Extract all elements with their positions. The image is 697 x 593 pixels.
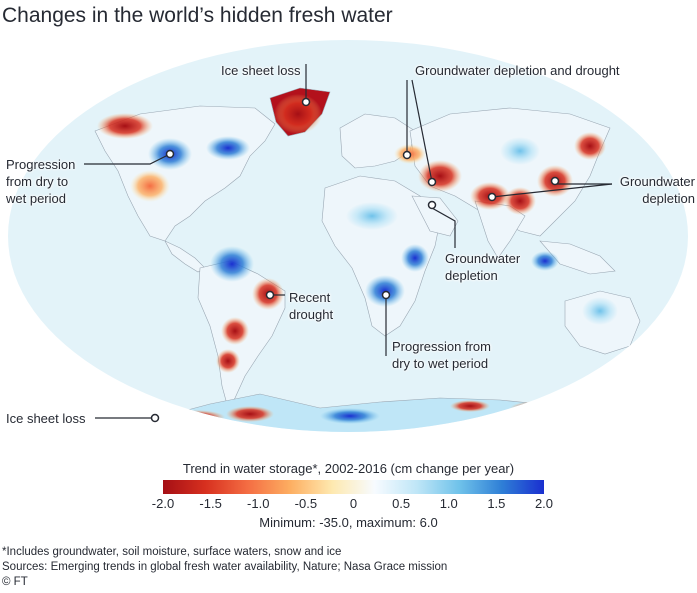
- legend-tick-label: 2.0: [534, 496, 554, 511]
- legend-tick-label: 1.0: [439, 496, 458, 511]
- progression-africa-line-1: Progression from: [392, 339, 491, 354]
- footnote-sources: Sources: Emerging trends in global fresh…: [2, 561, 448, 573]
- legend-tick-label: -1.0: [247, 496, 270, 511]
- progression-africa-line-2: dry to wet period: [392, 356, 489, 371]
- progression-na-line-3: wet period: [6, 191, 66, 206]
- progression-na-line-2: from dry to: [6, 174, 69, 189]
- recent-drought-label: Recent drought: [289, 289, 333, 323]
- legend-tick-label: 0.5: [392, 496, 411, 511]
- groundwater-depletion-right-label: Groundwater depletion: [614, 173, 695, 207]
- ice-sheet-loss-label-bottom: Ice sheet loss: [6, 411, 86, 426]
- ice-sheet-loss-label-top: Ice sheet loss: [221, 63, 301, 78]
- recent-drought-line-1: Recent: [289, 290, 331, 305]
- chart-title: Changes in the world’s hidden fresh wate…: [2, 4, 393, 27]
- footnote-credit: © FT: [2, 576, 28, 588]
- groundwater-depletion-mid-line-2: depletion: [445, 268, 498, 283]
- southeast-asia: [539, 240, 616, 275]
- groundwater-depletion-drought-label: Groundwater depletion and drought: [415, 63, 620, 78]
- legend-tick-label: 1.5: [487, 496, 506, 511]
- groundwater-depletion-mid-label: Groundwater depletion: [445, 250, 520, 284]
- legend-tick-label: -1.5: [199, 496, 222, 511]
- legend-minmax: Minimum: -35.0, maximum: 6.0: [259, 515, 438, 530]
- annotation-points: [150, 97, 560, 423]
- legend-tick-label: -2.0: [151, 496, 175, 511]
- world-map: [0, 36, 697, 436]
- legend-tick-label: -0.5: [294, 496, 318, 511]
- progression-na-line-1: Progression: [6, 157, 76, 172]
- groundwater-depletion-mid-line-1: Groundwater: [445, 251, 521, 266]
- progression-na-label: Progression from dry to wet period: [6, 156, 75, 207]
- recent-drought-line-2: drought: [289, 307, 334, 322]
- arabian-peninsula: [411, 195, 459, 237]
- asia: [409, 107, 611, 237]
- progression-africa-label: Progression from dry to wet period: [392, 338, 491, 372]
- annotation-leaders: [84, 64, 613, 419]
- groundwater-depletion-right-line-2: depletion: [642, 191, 695, 206]
- legend-title: Trend in water storage*, 2002-2016 (cm c…: [182, 461, 515, 476]
- footnote-note: *Includes groundwater, soil moisture, su…: [2, 546, 342, 558]
- groundwater-depletion-right-line-1: Groundwater: [619, 174, 695, 189]
- legend-color-bar: [163, 480, 544, 494]
- legend-tick-label: 0: [349, 496, 358, 511]
